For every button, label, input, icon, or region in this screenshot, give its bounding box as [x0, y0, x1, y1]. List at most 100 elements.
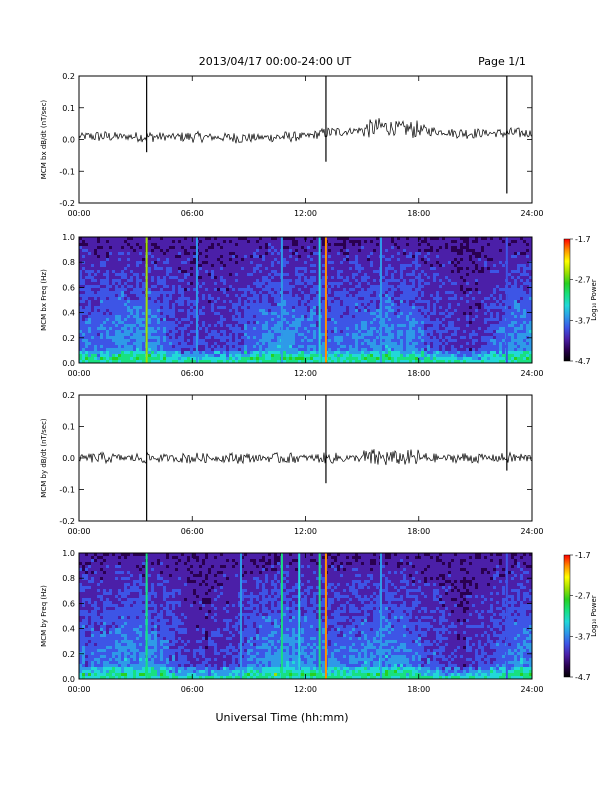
- spectrogram-cell: [259, 312, 262, 315]
- spectrogram-cell: [244, 288, 247, 291]
- spectrogram-cell: [199, 276, 202, 279]
- spectrogram-cell: [292, 294, 295, 297]
- spectrogram-cell: [190, 336, 193, 339]
- spectrogram-cell: [322, 252, 325, 255]
- spectrogram-cell: [373, 345, 376, 348]
- spectrogram-cell: [421, 288, 424, 291]
- spectrogram-cell: [202, 357, 205, 360]
- spectrogram-cell: [289, 264, 292, 267]
- spectrogram-cell: [307, 324, 310, 327]
- spectrogram-cell: [247, 267, 250, 270]
- spectrogram-cell: [283, 246, 286, 249]
- spectrogram-cell: [361, 318, 364, 321]
- spectrogram-cell: [232, 246, 235, 249]
- spectrogram-cell: [217, 282, 220, 285]
- spectrogram-cell: [292, 330, 295, 333]
- spectrogram-cell: [289, 288, 292, 291]
- spectrogram-cell: [328, 261, 331, 264]
- spectrogram-cell: [229, 321, 232, 324]
- spectrogram-cell: [178, 261, 181, 264]
- spectrogram-cell: [133, 243, 136, 246]
- spectrogram-cell: [112, 240, 115, 243]
- spectrogram-cell: [238, 249, 241, 252]
- spectrogram-cell: [427, 246, 430, 249]
- spectrogram-cell: [202, 327, 205, 330]
- spectrogram-cell: [214, 246, 217, 249]
- spectrogram-cell: [121, 312, 124, 315]
- spectrogram-cell: [337, 294, 340, 297]
- spectrogram-cell: [160, 273, 163, 276]
- spectrogram-cell: [133, 282, 136, 285]
- spectrogram-cell: [187, 270, 190, 273]
- spectrogram-cell: [211, 258, 214, 261]
- spectrogram-cell: [88, 297, 91, 300]
- spectrogram-cell: [211, 303, 214, 306]
- spectrogram-cell: [403, 276, 406, 279]
- spectrogram-cell: [166, 264, 169, 267]
- spectrogram-cell: [376, 309, 379, 312]
- spectrogram-cell: [427, 306, 430, 309]
- spectrogram-cell: [331, 258, 334, 261]
- spectrogram-cell: [418, 252, 421, 255]
- spectrogram-cell: [376, 303, 379, 306]
- spectrogram-cell: [133, 294, 136, 297]
- spectrogram-cell: [190, 312, 193, 315]
- spectrogram-cell: [82, 288, 85, 291]
- spectrogram-cell: [400, 270, 403, 273]
- spectrogram-cell: [169, 258, 172, 261]
- spectrogram-cell: [91, 306, 94, 309]
- spectrogram-cell: [307, 303, 310, 306]
- spectrogram-cell: [94, 315, 97, 318]
- spectrogram-cell: [286, 243, 289, 246]
- spectrogram-cell: [313, 312, 316, 315]
- spectrogram-cell: [268, 261, 271, 264]
- spectrogram-cell: [97, 333, 100, 336]
- spectrogram-cell: [430, 300, 433, 303]
- spectrogram-cell: [133, 246, 136, 249]
- spectrogram-cell: [211, 306, 214, 309]
- spectrogram-cell: [310, 243, 313, 246]
- spectrogram-cell: [157, 270, 160, 273]
- spectrogram-cell: [262, 303, 265, 306]
- spectrogram-cell: [421, 321, 424, 324]
- spectrogram-cell: [178, 279, 181, 282]
- spectrogram-cell: [343, 327, 346, 330]
- spectrogram-cell: [238, 318, 241, 321]
- spectrogram-cell: [223, 270, 226, 273]
- spectrogram-cell: [361, 249, 364, 252]
- spectrogram-cell: [235, 339, 238, 342]
- spectrogram-cell: [160, 276, 163, 279]
- spectrogram-cell: [355, 276, 358, 279]
- spectrogram-cell: [250, 321, 253, 324]
- spectrogram-cell: [253, 243, 256, 246]
- spectrogram-cell: [340, 291, 343, 294]
- spectrogram-cell: [304, 339, 307, 342]
- spectrogram-cell: [160, 354, 163, 357]
- spectrogram-cell: [115, 279, 118, 282]
- spectrogram-cell: [193, 261, 196, 264]
- spectrogram-cell: [424, 324, 427, 327]
- spectrogram-cell: [94, 345, 97, 348]
- spectrogram-cell: [202, 354, 205, 357]
- spectrogram-cell: [418, 282, 421, 285]
- spectrogram-cell: [289, 297, 292, 300]
- spectrogram-cell: [256, 285, 259, 288]
- spectrogram-cell: [307, 243, 310, 246]
- spectrogram-cell: [268, 276, 271, 279]
- spectrogram-cell: [199, 300, 202, 303]
- spectrogram-cell: [340, 279, 343, 282]
- spectrogram-cell: [181, 336, 184, 339]
- spectrogram-cell: [346, 309, 349, 312]
- spectrogram-cell: [295, 339, 298, 342]
- spectrogram-cell: [187, 291, 190, 294]
- spectrogram-cell: [121, 342, 124, 345]
- spectrogram-cell: [322, 255, 325, 258]
- spectrogram-cell: [427, 339, 430, 342]
- spectrogram-cell: [127, 348, 130, 351]
- spectrogram-cell: [334, 243, 337, 246]
- spectrogram-cell: [154, 327, 157, 330]
- spectrogram-cell: [166, 258, 169, 261]
- spectrogram-cell: [208, 357, 211, 360]
- spectrogram-cell: [307, 330, 310, 333]
- spectrogram-cell: [94, 297, 97, 300]
